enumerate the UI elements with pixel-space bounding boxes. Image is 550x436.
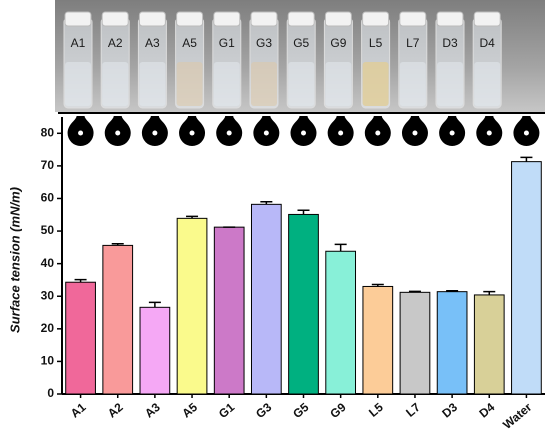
drop-highlight <box>338 130 344 136</box>
drop-highlight <box>226 130 232 136</box>
drop-highlight <box>375 130 381 136</box>
liquid <box>288 62 315 106</box>
bar <box>213 226 245 395</box>
drop-highlight <box>152 130 158 136</box>
y-tick-label: 10 <box>41 354 55 368</box>
drop-highlight <box>301 130 306 136</box>
liquid <box>474 62 501 106</box>
vial-cap <box>64 11 92 27</box>
bar <box>436 291 468 395</box>
error-bar <box>148 301 161 308</box>
liquid <box>213 62 240 106</box>
error-bar <box>371 283 384 287</box>
bar <box>288 213 319 395</box>
error-bar <box>186 215 199 219</box>
bar <box>362 285 394 395</box>
liquid <box>139 62 166 106</box>
y-tick-label: 40 <box>41 256 55 270</box>
vial-cap <box>362 11 390 27</box>
photo-label: G9 <box>330 36 346 50</box>
drop-highlight <box>189 130 195 136</box>
photo-label: G5 <box>293 36 309 50</box>
x-tick-label: D4 <box>476 400 497 421</box>
x-tick-label: Water <box>500 400 534 432</box>
liquid <box>65 62 91 106</box>
drop-highlight <box>263 130 269 136</box>
vial-cap <box>436 11 464 27</box>
drop-highlight <box>115 130 121 136</box>
y-tick-label: 80 <box>41 125 55 139</box>
error-bar <box>446 289 459 292</box>
y-tick-label: 20 <box>41 321 55 335</box>
y-axis-label: Surface tension (mN/m) <box>7 187 22 333</box>
vial-cap <box>473 11 501 27</box>
x-tick-label: A3 <box>142 400 163 421</box>
drop-highlight <box>78 130 84 136</box>
y-tick-label: 70 <box>41 158 55 172</box>
photo-label: L5 <box>369 36 383 50</box>
vial-cap <box>213 11 241 27</box>
vial-cap <box>101 11 129 27</box>
drop-highlight <box>412 130 418 136</box>
photo-label: A2 <box>108 36 123 50</box>
x-tick-label: A1 <box>68 400 89 421</box>
liquid <box>176 62 203 106</box>
x-tick-label: G3 <box>253 400 275 421</box>
photo-label: G1 <box>219 36 235 50</box>
liquid <box>325 62 352 106</box>
error-bar <box>260 200 273 205</box>
x-tick-label: A5 <box>179 400 200 421</box>
x-tick-label: G1 <box>216 400 238 421</box>
error-bar <box>74 278 87 283</box>
liquid <box>362 62 389 106</box>
bar <box>65 281 96 395</box>
y-tick-label: 50 <box>41 223 55 237</box>
bar <box>325 250 357 395</box>
liquid <box>437 62 463 106</box>
error-bar <box>111 243 124 246</box>
bar <box>176 217 208 395</box>
y-tick-label: 30 <box>41 288 55 302</box>
photo-label: D4 <box>480 36 496 50</box>
vial-cap <box>324 11 352 27</box>
liquid <box>102 62 129 106</box>
error-bar <box>520 156 533 162</box>
vial-cap <box>138 11 166 27</box>
vial-cap <box>250 11 278 27</box>
drop-highlight <box>449 130 455 136</box>
x-tick-label: G5 <box>290 400 312 421</box>
error-bar <box>334 243 347 252</box>
vial-cap <box>176 11 204 27</box>
y-tick-label: 60 <box>41 191 55 205</box>
x-tick-label: D3 <box>439 400 460 421</box>
bar <box>511 161 542 395</box>
x-tick-label: A2 <box>105 400 126 421</box>
photo-label: D3 <box>442 36 458 50</box>
bar <box>473 294 505 395</box>
photo-label: G3 <box>256 36 272 50</box>
drop-highlight <box>523 130 529 136</box>
photo-label: L7 <box>406 36 420 50</box>
vial-cap <box>287 11 315 27</box>
bar <box>102 244 134 395</box>
drop-highlight <box>486 130 492 136</box>
vial-cap <box>399 11 427 27</box>
photo-label: A1 <box>71 36 86 50</box>
bar <box>399 291 431 395</box>
y-tick-label: 0 <box>47 386 54 400</box>
x-tick-label: L7 <box>403 400 423 420</box>
x-tick-label: G9 <box>327 400 349 421</box>
bar <box>139 306 171 395</box>
error-bar <box>483 290 496 295</box>
error-bar <box>408 290 421 293</box>
error-bar <box>297 209 310 215</box>
x-tick-label: L5 <box>366 400 386 420</box>
liquid <box>399 62 426 106</box>
bar <box>250 203 282 395</box>
photo-label: A3 <box>145 36 160 50</box>
liquid <box>251 62 277 106</box>
photo-label: A5 <box>182 36 197 50</box>
